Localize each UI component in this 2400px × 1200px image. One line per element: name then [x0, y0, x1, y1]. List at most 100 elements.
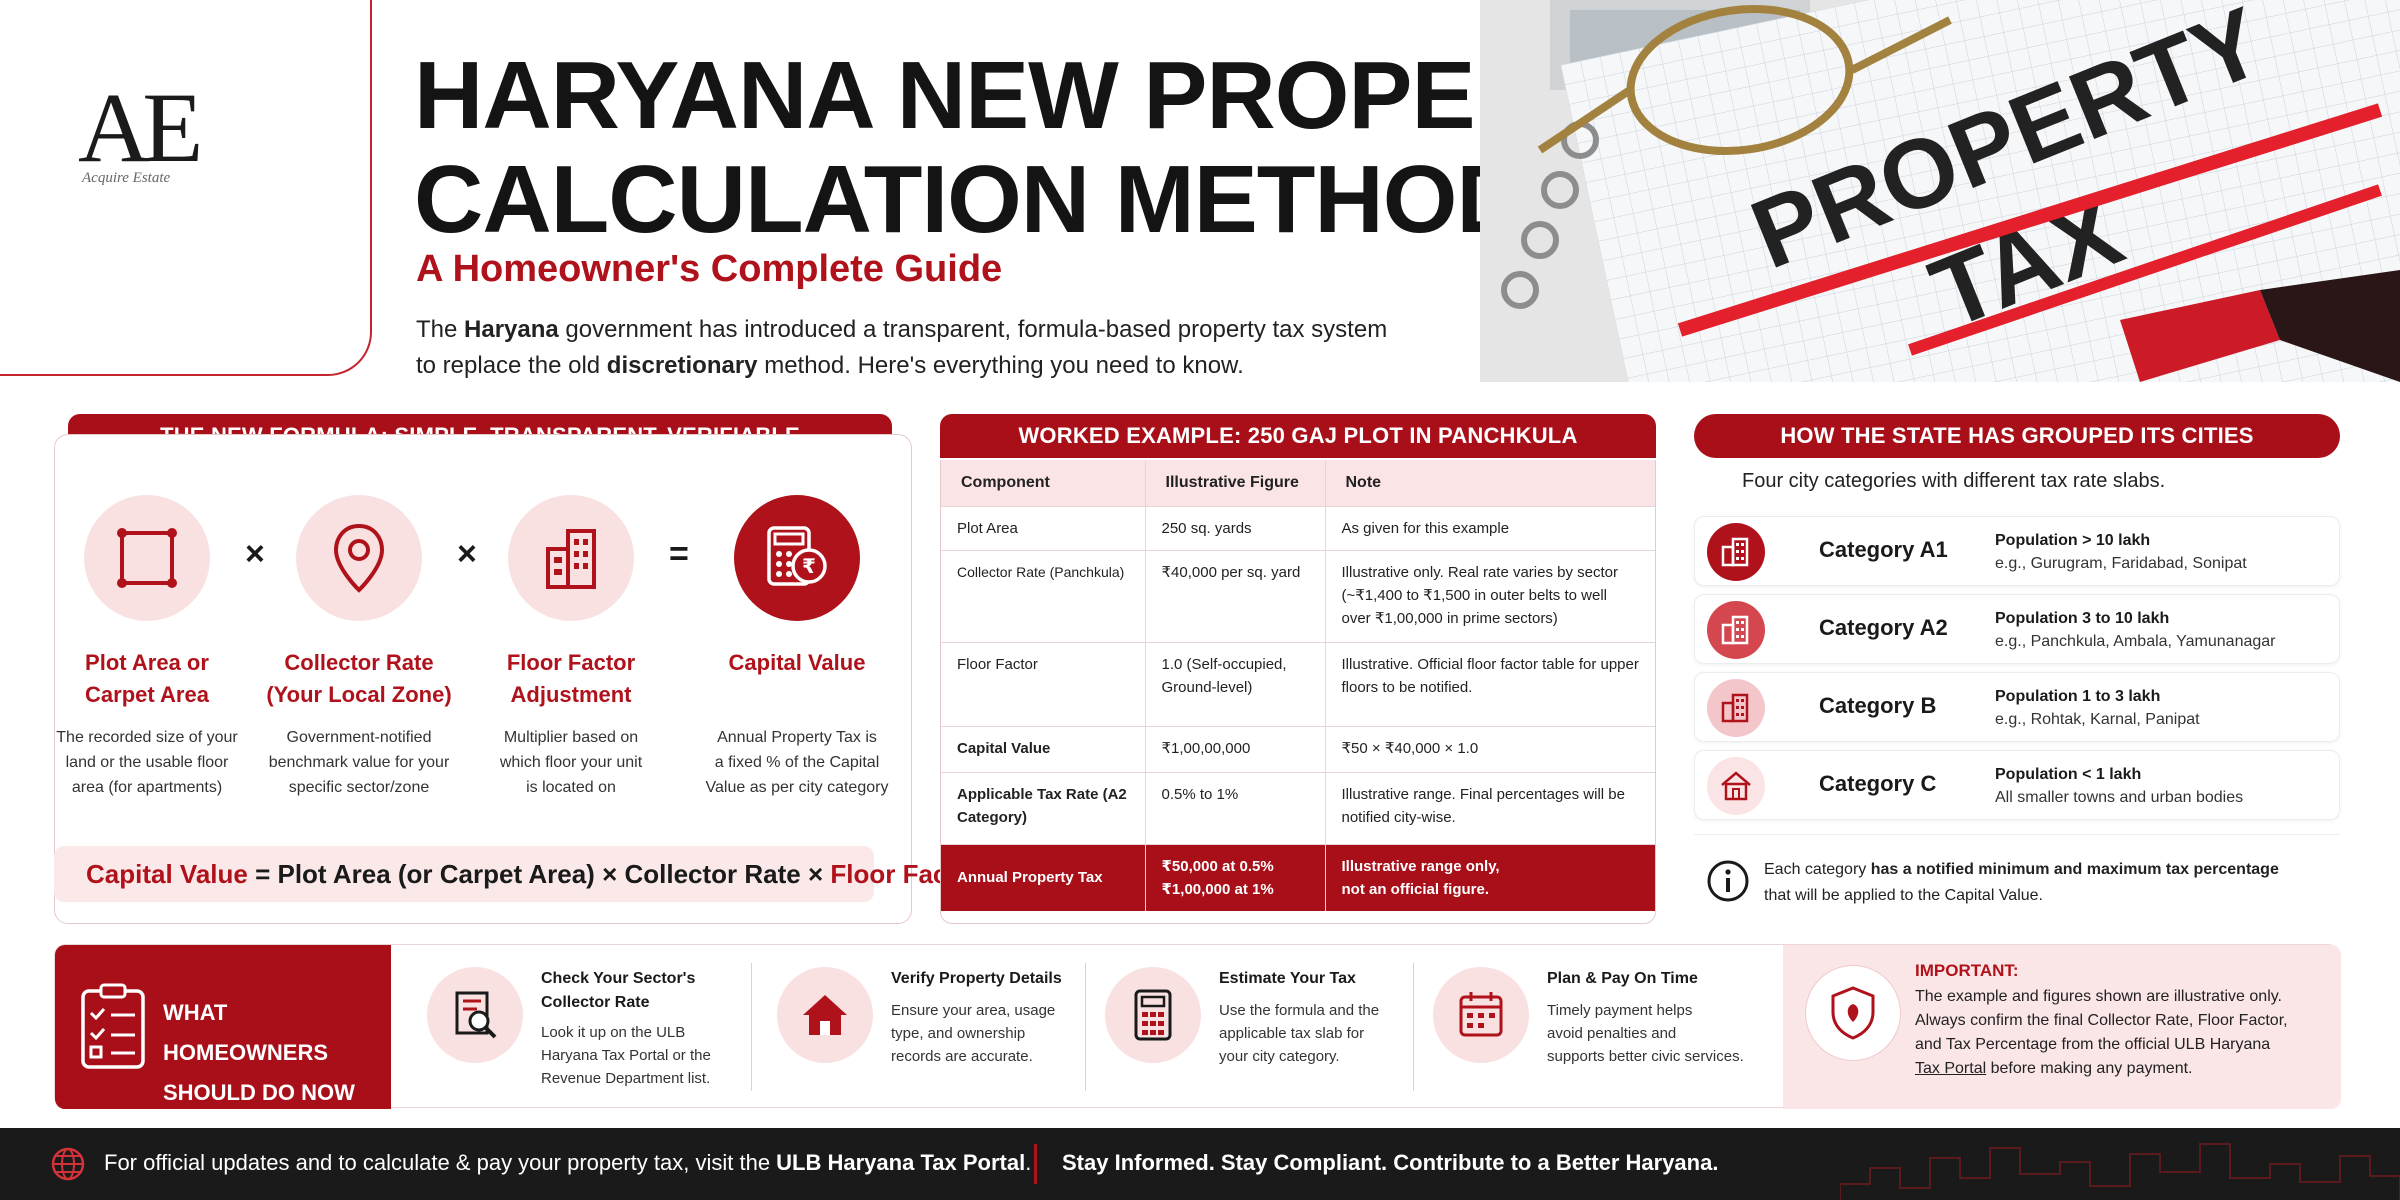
property-tax-photo: PROPERTY TAX — [1480, 0, 2400, 382]
cell-note: As given for this example — [1324, 505, 1655, 550]
desc-line: Value as per city category — [705, 779, 889, 796]
desc-line: Look it up on the ULB — [541, 1024, 686, 1041]
formula-panel: Plot Area or Carpet Area The recorded siz… — [54, 434, 912, 924]
step-estimate-tax: Estimate Your Tax Use the formula and th… — [1105, 945, 1425, 1109]
category-row-a2: Category A2 Population 3 to 10 lakh e.g.… — [1694, 594, 2340, 664]
footer-divider — [1034, 1144, 1037, 1184]
category-population: Population > 10 lakh — [1995, 532, 2151, 549]
important-line: and Tax Percentage from the official ULB… — [1915, 1036, 2271, 1053]
step-desc: Ensure your area, usage type, and ownersh… — [891, 999, 1055, 1068]
formula-item-title: Floor Factor Adjustment — [471, 647, 671, 711]
cell-component: Plot Area — [941, 505, 1145, 550]
step-plan-pay: Plan & Pay On Time Timely payment helps a… — [1433, 945, 1763, 1109]
step-desc: Use the formula and the applicable tax sl… — [1219, 999, 1379, 1068]
house-icon — [1707, 757, 1765, 815]
desc-line: which floor your unit — [499, 754, 643, 771]
divider — [1413, 963, 1414, 1091]
category-examples: All smaller towns and urban bodies — [1995, 789, 2244, 806]
categories-section-header: HOW THE STATE HAS GROUPED ITS CITIES — [1694, 414, 2340, 458]
total-figure-line: ₹1,00,000 at 1% — [1161, 880, 1274, 898]
category-examples: e.g., Panchkula, Ambala, Yamunanagar — [1995, 633, 2276, 650]
desc-line: Use the formula and the — [1219, 1002, 1380, 1019]
building-icon — [1707, 601, 1765, 659]
step-title-line: Collector Rate — [541, 994, 650, 1011]
column-header: Component — [941, 460, 1145, 506]
brand-script-name: Acquire Estate — [82, 170, 171, 186]
cell-component: Annual Property Tax — [941, 843, 1145, 911]
formula-item-desc: Multiplier based on which floor your unit… — [471, 725, 671, 800]
desc-line: Annual Property Tax is — [717, 729, 877, 746]
table-row-total: Annual Property Tax ₹50,000 at 0.5% ₹1,00… — [941, 843, 1655, 911]
footer: For official updates and to calculate & … — [0, 1128, 2400, 1200]
step-title-line: Estimate Your Tax — [1219, 970, 1356, 987]
step-title: Plan & Pay On Time — [1547, 967, 1698, 991]
formula-capital-value: Capital Value — [86, 859, 248, 889]
city-skyline-icon — [1840, 1143, 2400, 1200]
cell-note: Illustrative range. Final percentages wi… — [1324, 771, 1655, 844]
subtitle: A Homeowner's Complete Guide — [416, 248, 1003, 290]
intro-bold-1: Haryana — [464, 316, 559, 343]
homeowner-actions-strip: WHAT HOMEOWNERS SHOULD DO NOW Check Your … — [54, 944, 2341, 1109]
desc-line: land or the usable floor — [65, 754, 229, 771]
category-row-b: Category B Population 1 to 3 lakh e.g., … — [1694, 672, 2340, 742]
categories-note: Each category has a notified minimum and… — [1694, 834, 2340, 924]
table-row: Capital Value ₹1,00,00,000 ₹50 × ₹40,000… — [941, 725, 1655, 772]
cell-figure: 250 sq. yards — [1144, 505, 1325, 550]
label-line: SHOULD DO NOW — [163, 1080, 355, 1105]
category-name: Category A1 — [1819, 537, 1948, 562]
important-text: The example and figures shown are illust… — [1915, 985, 2335, 1081]
categories-intro: Four city categories with different tax … — [1742, 470, 2166, 492]
tax-portal-link[interactable]: Tax Portal — [1915, 1060, 1987, 1077]
footer-left-text: For official updates and to calculate & … — [104, 1150, 1031, 1176]
intro-pre: The — [416, 316, 465, 343]
step-title-line: Check Your Sector's — [541, 970, 696, 987]
title-line-2-text: CALCULATION METHOD — [414, 146, 1526, 253]
total-note-line: Illustrative range only, — [1341, 857, 1500, 875]
desc-line: type, and ownership — [891, 1025, 1026, 1042]
formula-item-plot-area: Plot Area or Carpet Area The recorded siz… — [47, 495, 247, 800]
desc-line: records are accurate. — [891, 1048, 1033, 1065]
example-table-panel: Component Illustrative Figure Note Plot … — [940, 460, 1656, 924]
category-name: Category B — [1819, 693, 1937, 718]
ulb-portal-link[interactable]: ULB Haryana Tax Portal — [776, 1150, 1026, 1175]
cell-note: Illustrative. Official floor factor tabl… — [1324, 641, 1655, 726]
step-check-collector-rate: Check Your Sector's Collector Rate Look i… — [427, 945, 757, 1109]
category-population: Population 3 to 10 lakh — [1995, 610, 2170, 627]
step-title-line: Verify Property Details — [891, 970, 1062, 987]
table-header-row: Component Illustrative Figure Note — [941, 460, 1655, 506]
formula-title-line: Plot Area or — [85, 650, 209, 675]
cell-component: Capital Value — [941, 725, 1145, 772]
step-title-line: Plan & Pay On Time — [1547, 970, 1698, 987]
building-icon — [1707, 523, 1765, 581]
formula-middle: = Plot Area (or Carpet Area) × Collector… — [247, 859, 831, 889]
cell-figure: 0.5% to 1% — [1144, 771, 1325, 844]
desc-line: Timely payment helps — [1547, 1002, 1693, 1019]
important-line: before making any payment. — [1986, 1060, 2193, 1077]
homeowner-actions-title: WHAT HOMEOWNERS SHOULD DO NOW — [163, 993, 391, 1113]
globe-icon — [51, 1147, 85, 1181]
building-icon — [1707, 679, 1765, 737]
important-line: Always confirm the final Collector Rate,… — [1915, 1012, 2288, 1029]
important-notice: IMPORTANT: The example and figures shown… — [1783, 945, 2341, 1109]
formula-title-line: Carpet Area — [85, 682, 209, 707]
location-pin-icon — [296, 495, 422, 621]
desc-line: Government-notified — [286, 729, 432, 746]
cell-figure: ₹40,000 per sq. yard — [1144, 549, 1325, 642]
category-population: Population 1 to 3 lakh — [1995, 688, 2161, 705]
desc-line: applicable tax slab for — [1219, 1025, 1365, 1042]
formula-item-desc: Government-notified benchmark value for y… — [259, 725, 459, 800]
desc-line: supports better civic services. — [1547, 1048, 1744, 1065]
intro-post: method. Here's everything you need to kn… — [757, 352, 1244, 379]
important-line: The example and figures shown are illust… — [1915, 988, 2282, 1005]
intro-text: The Haryana government has introduced a … — [416, 312, 1416, 384]
note-line2: that will be applied to the Capital Valu… — [1764, 887, 2043, 904]
divider — [1085, 963, 1086, 1091]
formula-title-line: (Your Local Zone) — [266, 682, 452, 707]
formula-item-collector-rate: Collector Rate (Your Local Zone) Governme… — [259, 495, 459, 800]
footer-text: For official updates and to calculate & … — [104, 1150, 777, 1175]
total-figure-line: ₹50,000 at 0.5% — [1161, 857, 1274, 875]
note-bold: has a notified minimum and maximum tax p… — [1870, 861, 2279, 878]
category-row-c: Category C Population < 1 lakh All small… — [1694, 750, 2340, 820]
formula-item-title: Plot Area or Carpet Area — [47, 647, 247, 711]
